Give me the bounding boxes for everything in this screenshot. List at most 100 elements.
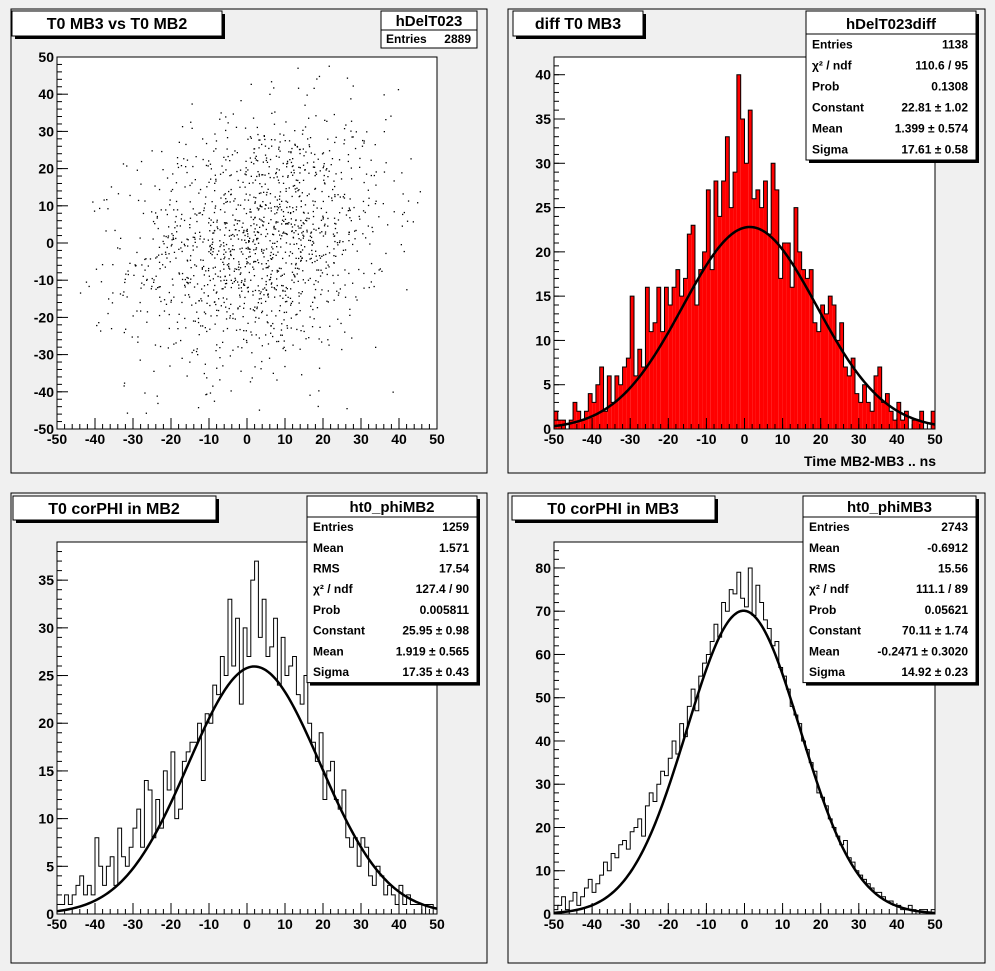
scatter-point xyxy=(303,235,305,237)
scatter-point xyxy=(271,286,273,288)
scatter-point xyxy=(156,217,158,219)
scatter-point xyxy=(300,293,302,295)
histogram-bar xyxy=(885,393,890,429)
scatter-point xyxy=(274,213,276,215)
scatter-point xyxy=(310,257,312,260)
scatter-point xyxy=(314,297,316,299)
scatter-point xyxy=(303,155,305,157)
scatter-point xyxy=(196,220,198,223)
scatter-point xyxy=(274,296,276,298)
scatter-point xyxy=(139,359,141,361)
scatter-point xyxy=(210,252,212,254)
scatter-point xyxy=(143,284,145,286)
scatter-point xyxy=(245,171,247,173)
scatter-point xyxy=(282,162,284,165)
scatter-point xyxy=(225,116,227,118)
scatter-point xyxy=(273,123,276,125)
scatter-point xyxy=(354,147,357,150)
scatter-point xyxy=(258,337,260,339)
scatter-point xyxy=(230,303,232,305)
scatter-point xyxy=(244,199,246,201)
scatter-point xyxy=(228,267,230,269)
x-tick-label: 0 xyxy=(741,431,749,447)
scatter-point xyxy=(270,251,272,254)
scatter-point xyxy=(241,226,243,228)
scatter-point xyxy=(188,296,191,298)
histogram-bar xyxy=(736,74,741,429)
scatter-point xyxy=(245,160,247,162)
scatter-point xyxy=(410,158,412,160)
scatter-point xyxy=(285,200,287,202)
scatter-point xyxy=(252,294,254,296)
scatter-point xyxy=(308,144,310,146)
scatter-point xyxy=(264,145,267,147)
scatter-point xyxy=(362,200,365,203)
scatter-point xyxy=(212,232,214,234)
scatter-point xyxy=(139,237,141,239)
scatter-point xyxy=(207,165,209,167)
scatter-point xyxy=(289,251,292,253)
scatter-point xyxy=(211,201,213,203)
scatter-point xyxy=(168,253,170,255)
scatter-point xyxy=(298,257,300,260)
scatter-point xyxy=(402,193,404,195)
stats-label: Sigma xyxy=(809,665,845,679)
axes: -50 -40 -30 -20 -10 0 10 20 30 40 50-50-40-30-20-1… xyxy=(34,49,445,447)
y-tick-label: 60 xyxy=(535,646,551,662)
scatter-point xyxy=(350,167,352,169)
x-tick-label: -50 xyxy=(47,431,67,447)
scatter-point xyxy=(170,301,172,303)
histogram-bar xyxy=(763,181,768,429)
scatter-point xyxy=(279,206,281,208)
scatter-point xyxy=(281,284,283,287)
scatter-point xyxy=(397,89,400,91)
scatter-point xyxy=(241,280,243,282)
pad-histogram-t0-corphi-mb3: -50 -40 -30 -20 -10 0 10 20 30 40 5001020304050607… xyxy=(507,492,986,964)
scatter-point xyxy=(241,290,243,292)
scatter-point xyxy=(225,198,227,200)
scatter-point xyxy=(284,349,287,352)
scatter-point xyxy=(250,175,252,177)
scatter-point xyxy=(311,253,313,255)
scatter-point xyxy=(253,275,256,277)
scatter-point xyxy=(234,268,236,270)
scatter-point xyxy=(283,231,285,233)
scatter-point xyxy=(214,273,217,275)
scatter-point xyxy=(155,257,157,259)
scatter-point xyxy=(225,243,228,246)
scatter-point xyxy=(304,219,307,221)
scatter-point xyxy=(337,294,340,296)
scatter-point xyxy=(249,208,251,210)
scatter-point xyxy=(265,334,267,336)
scatter-point xyxy=(222,288,224,290)
scatter-point xyxy=(275,171,277,174)
scatter-point xyxy=(313,318,315,320)
scatter-point xyxy=(193,349,195,351)
scatter-point xyxy=(284,290,286,292)
scatter-point xyxy=(312,223,314,225)
scatter-point xyxy=(238,261,240,263)
scatter-point xyxy=(211,243,213,245)
scatter-point xyxy=(239,204,242,206)
scatter-point xyxy=(254,289,257,292)
scatter-point xyxy=(294,144,296,146)
scatter-point xyxy=(272,253,275,255)
histogram-bar xyxy=(721,181,726,429)
scatter-point xyxy=(247,286,249,288)
scatter-point xyxy=(214,182,216,184)
scatter-point xyxy=(337,194,339,196)
scatter-point xyxy=(223,263,225,266)
scatter-point xyxy=(333,248,335,250)
stats-label: χ² / ndf xyxy=(809,582,850,596)
scatter-point xyxy=(249,308,252,310)
scatter-point xyxy=(274,242,276,244)
scatter-point xyxy=(199,212,201,214)
scatter-point xyxy=(271,258,273,260)
scatter-point xyxy=(363,140,365,142)
scatter-point xyxy=(286,325,288,327)
scatter-point xyxy=(348,207,350,209)
scatter-point xyxy=(290,212,292,214)
scatter-point xyxy=(328,170,330,172)
scatter-point xyxy=(291,195,293,198)
scatter-point xyxy=(292,185,294,187)
